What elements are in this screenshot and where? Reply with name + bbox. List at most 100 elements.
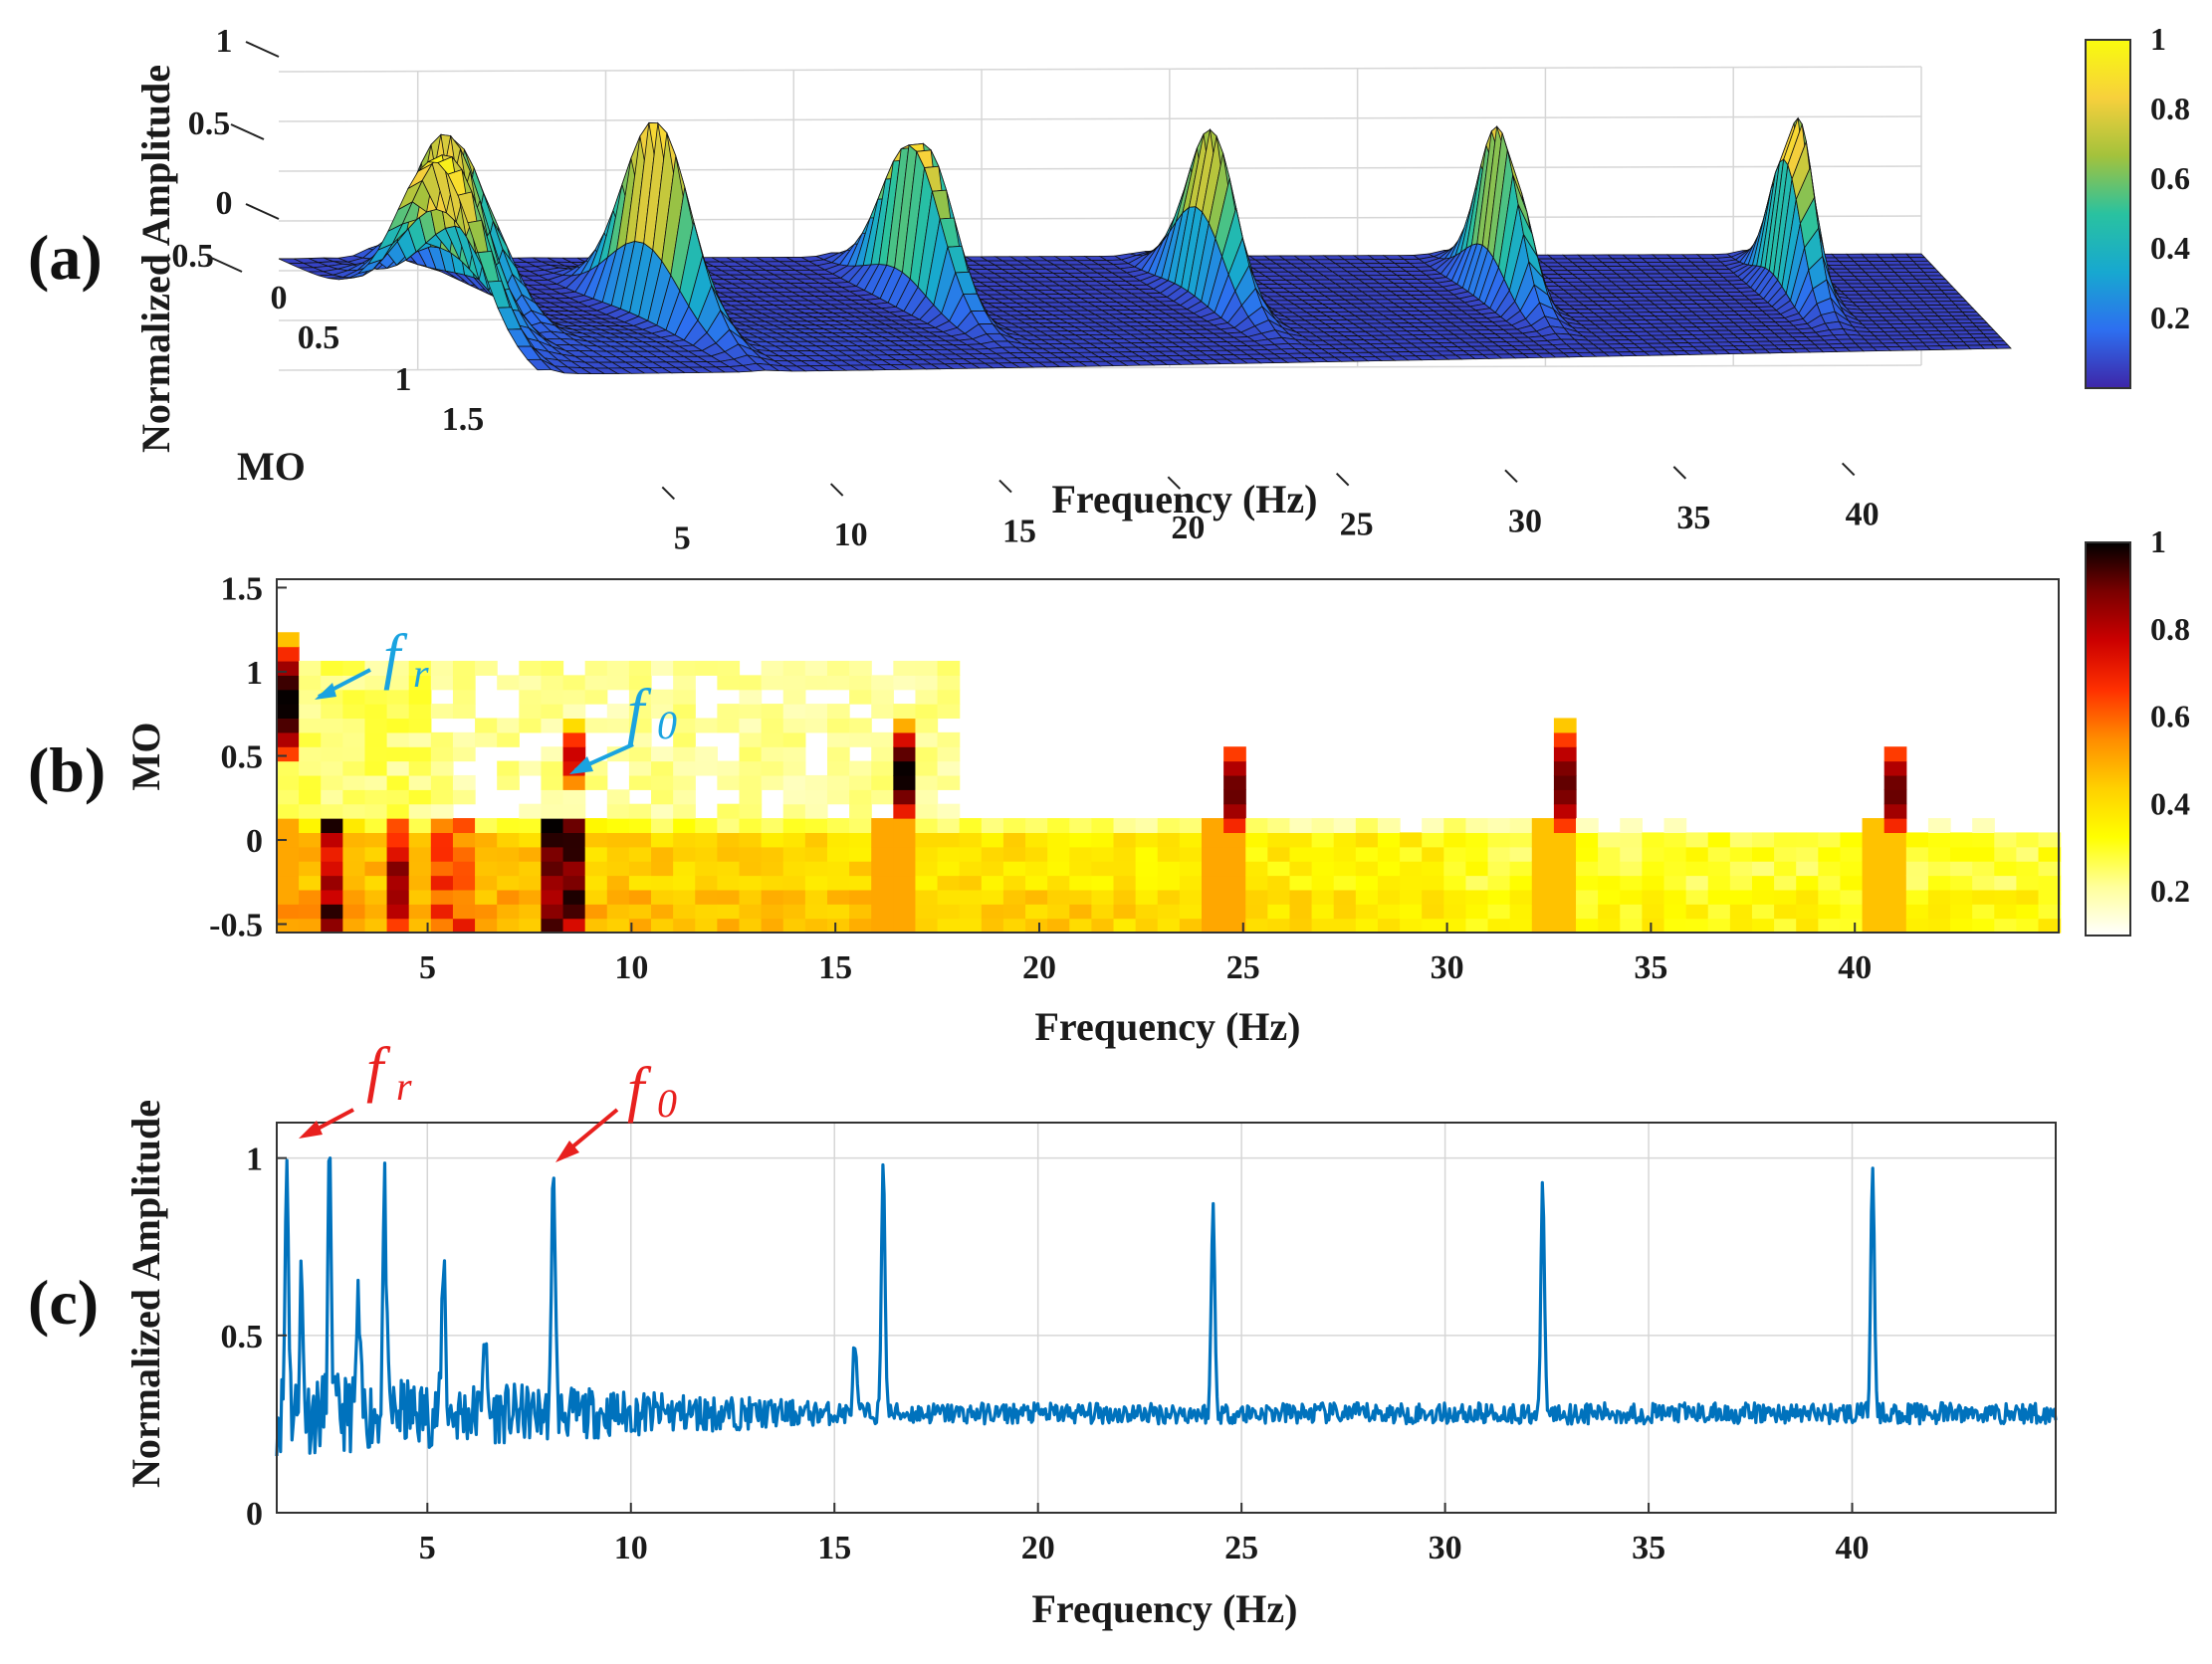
heatmap-cell — [915, 760, 939, 776]
heatmap-cell — [2016, 832, 2040, 848]
heatmap-cell — [1487, 861, 1511, 877]
heatmap-cell — [321, 818, 343, 834]
panel-a-ztick — [208, 256, 243, 273]
heatmap-cell — [1400, 846, 1423, 862]
heatmap-cell — [430, 774, 454, 790]
heatmap-cell — [1157, 846, 1181, 862]
heatmap-cell — [1289, 846, 1313, 862]
heatmap-cell — [1223, 861, 1246, 877]
heatmap-cell — [628, 675, 652, 691]
heatmap-cell — [1862, 818, 1885, 834]
heatmap-cell — [1002, 889, 1026, 905]
heatmap-cell — [299, 918, 322, 934]
heatmap-cell — [826, 731, 850, 747]
heatmap-cell — [1840, 846, 1864, 862]
heatmap-cell — [1729, 904, 1753, 920]
heatmap-cell — [1751, 875, 1775, 891]
heatmap-cell — [299, 904, 322, 920]
heatmap-cell — [1994, 861, 2018, 877]
heatmap-cell — [1642, 889, 1665, 905]
heatmap-cell — [1113, 889, 1137, 905]
heatmap-cell — [1025, 832, 1048, 848]
panel-a-colorbar: 1 0.8 0.6 0.4 0.2 — [2085, 21, 2190, 389]
heatmap-cell — [804, 875, 828, 891]
heatmap-cell — [364, 760, 388, 776]
heatmap-cell — [1883, 846, 1907, 862]
heatmap-cell — [1377, 861, 1401, 877]
heatmap-cell — [1422, 861, 1444, 877]
heatmap-cell — [717, 918, 741, 934]
heatmap-cell — [1663, 846, 1687, 862]
heatmap-cell — [364, 746, 388, 762]
heatmap-cell — [871, 889, 894, 905]
heatmap-cell — [408, 861, 432, 877]
panel-a-xtick-label: 25 — [1340, 507, 1374, 543]
heatmap-cell — [1289, 875, 1313, 891]
heatmap-cell — [386, 675, 410, 691]
heatmap-cell — [981, 889, 1004, 905]
heatmap-cell — [826, 760, 850, 776]
heatmap-cell — [937, 875, 961, 891]
panel-c-xtick-label: 30 — [1429, 1530, 1462, 1566]
heatmap-cell — [981, 875, 1004, 891]
heatmap-cell — [1002, 904, 1026, 920]
heatmap-cell — [1091, 904, 1115, 920]
heatmap-cell — [606, 675, 630, 691]
heatmap-cell — [1223, 789, 1246, 805]
heatmap-cell — [1774, 832, 1797, 848]
heatmap-cell — [1422, 832, 1444, 848]
heatmap-cell — [1509, 918, 1533, 934]
heatmap-cell — [1465, 832, 1489, 848]
heatmap-cell — [541, 904, 564, 920]
heatmap-cell — [915, 731, 939, 747]
heatmap-cell — [1333, 846, 1357, 862]
heatmap-cell — [1862, 918, 1885, 934]
heatmap-cell — [915, 818, 939, 834]
heatmap-cell — [452, 789, 476, 805]
heatmap-cell — [1069, 918, 1093, 934]
heatmap-cell — [1707, 832, 1731, 848]
heatmap-cell — [1355, 918, 1379, 934]
heatmap-cell — [452, 774, 476, 790]
heatmap-cell — [364, 861, 388, 877]
heatmap-cell — [321, 832, 343, 848]
heatmap-cell — [1333, 918, 1357, 934]
heatmap-cell — [1443, 889, 1467, 905]
heatmap-cell — [1531, 832, 1555, 848]
heatmap-cell — [364, 789, 388, 805]
heatmap-cell — [584, 660, 608, 676]
heatmap-cell — [1862, 846, 1885, 862]
heatmap-cell — [497, 675, 520, 691]
panel-a-ztick-label: 0.5 — [188, 105, 231, 142]
heatmap-cell — [1245, 904, 1268, 920]
panel-c-ytick-label: 0 — [246, 1496, 263, 1533]
heatmap-cell — [342, 861, 366, 877]
heatmap-cell — [277, 718, 300, 733]
heatmap-cell — [1972, 832, 1995, 848]
heatmap-cell — [541, 760, 564, 776]
heatmap-cell — [673, 689, 696, 705]
heatmap-cell — [1289, 818, 1313, 834]
heatmap-cell — [1047, 904, 1070, 920]
heatmap-cell — [1707, 846, 1731, 862]
heatmap-cell — [915, 832, 939, 848]
panel-label-b: (b) — [28, 734, 106, 805]
heatmap-cell — [871, 689, 894, 705]
heatmap-cell — [1355, 818, 1379, 834]
heatmap-cell — [519, 875, 543, 891]
heatmap-cell — [1091, 818, 1115, 834]
heatmap-cell — [1905, 889, 1929, 905]
heatmap-cell — [1620, 918, 1643, 934]
heatmap-cell — [849, 875, 872, 891]
heatmap-cell — [826, 889, 850, 905]
heatmap-cell — [2038, 889, 2062, 905]
heatmap-cell — [1927, 818, 1951, 834]
heatmap-cell — [1135, 918, 1159, 934]
heatmap-cell — [299, 675, 322, 691]
heatmap-cell — [342, 818, 366, 834]
heatmap-cell — [1047, 846, 1070, 862]
heatmap-cell — [651, 861, 674, 877]
heatmap-cell — [761, 846, 784, 862]
panel-a-zlabel: Normalized Amplitude — [133, 65, 178, 453]
